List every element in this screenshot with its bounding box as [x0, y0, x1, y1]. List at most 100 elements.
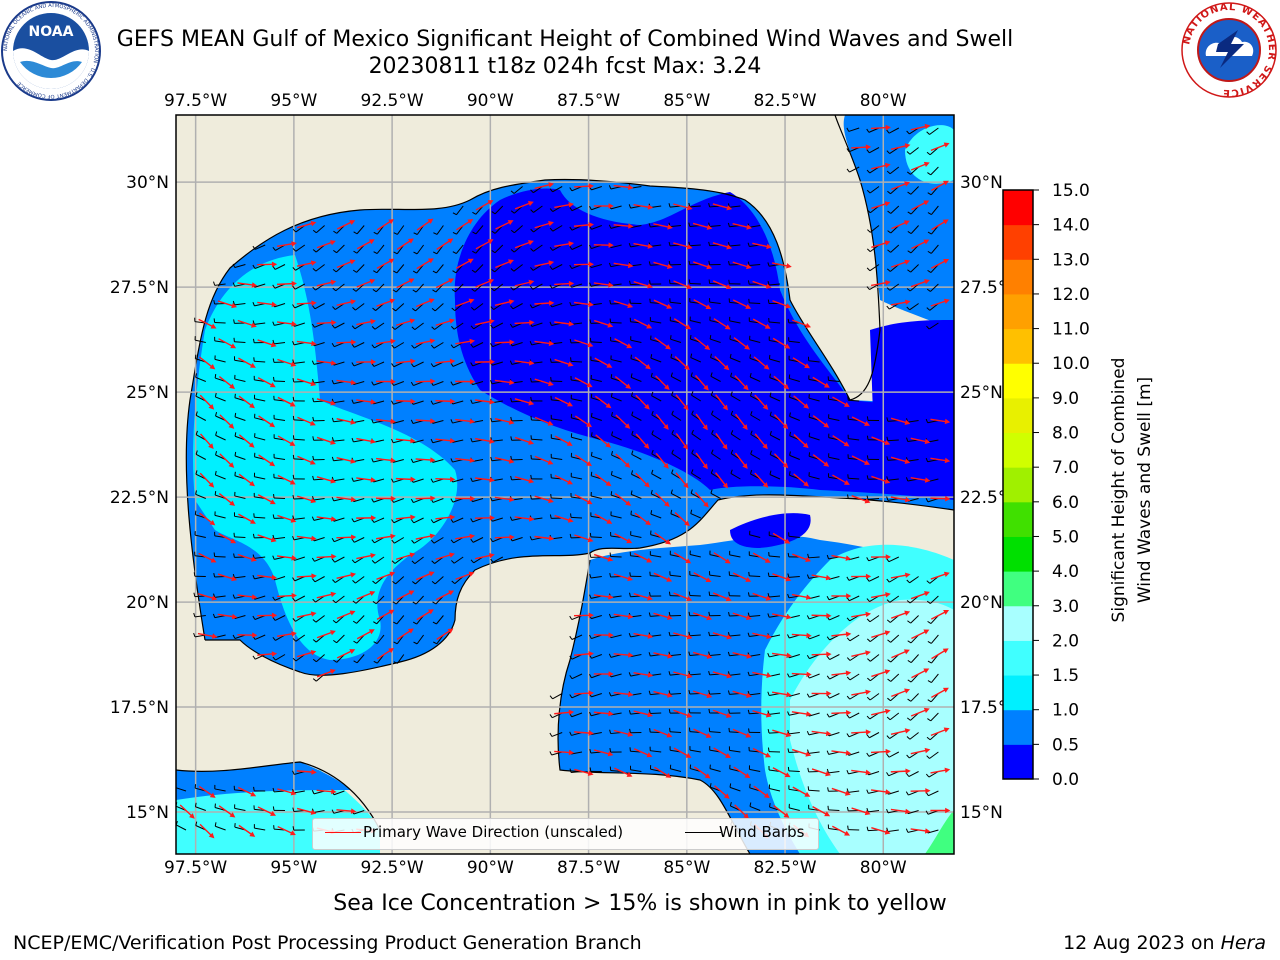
- wind-barb: [274, 342, 286, 345]
- wind-barb: [333, 517, 345, 522]
- lon-label: 82.5°W: [753, 858, 816, 878]
- wave-arrowhead: [208, 481, 215, 488]
- wind-barb-flag: [886, 772, 890, 777]
- wind-barb-flag: [312, 305, 316, 310]
- wind-barb: [214, 555, 226, 558]
- wave-arrow: [851, 146, 868, 149]
- wave-arrow: [218, 533, 233, 542]
- wave-arrow: [257, 574, 274, 579]
- wind-barb: [709, 225, 721, 228]
- wave-arrow: [732, 728, 749, 737]
- wave-arrow: [494, 456, 511, 463]
- wind-barb: [313, 498, 325, 501]
- wave-arrow: [613, 653, 630, 656]
- wind-barb-flag: [866, 557, 870, 562]
- colorbar-tick-label: 0.5: [1052, 735, 1079, 755]
- wave-arrowhead: [289, 479, 296, 485]
- wind-barb-flag: [867, 209, 871, 214]
- wave-arrowhead: [548, 340, 555, 347]
- wave-arrow: [276, 243, 294, 247]
- wave-arrow: [930, 728, 947, 737]
- wave-arrow: [199, 356, 213, 368]
- wind-barb: [234, 455, 246, 460]
- run-date: 12 Aug 2023 on: [1063, 932, 1221, 954]
- wind-barb-flag: [232, 594, 236, 599]
- wave-arrow: [831, 672, 848, 676]
- wave-arrowhead: [407, 628, 414, 634]
- wind-barb-flag: [846, 657, 851, 661]
- colorbar-tick-label: 1.5: [1052, 666, 1079, 686]
- wave-arrowhead: [311, 769, 317, 775]
- wind-barb: [472, 381, 484, 386]
- wave-arrowhead: [329, 669, 336, 675]
- wind-barb: [492, 517, 503, 522]
- wind-barb: [294, 283, 306, 290]
- wind-barb-flag: [352, 600, 357, 604]
- wind-barb-flag: [747, 671, 750, 676]
- wind-barb: [729, 554, 741, 558]
- wind-barb: [927, 439, 939, 443]
- wave-arrowhead: [310, 380, 317, 387]
- wind-barb: [869, 615, 880, 623]
- wind-barb-flag: [708, 708, 711, 714]
- wave-arrowhead: [290, 790, 297, 796]
- colorbar-tick-label: 9.0: [1052, 389, 1079, 409]
- wave-arrow: [277, 474, 293, 484]
- wind-barb-flag: [609, 729, 612, 734]
- wave-arrow: [773, 453, 787, 466]
- wind-barb-flag: [333, 230, 338, 234]
- wind-barb: [868, 810, 880, 813]
- wave-arrowhead: [845, 750, 852, 756]
- wave-arrowhead: [291, 321, 297, 327]
- wave-arrow: [456, 220, 471, 231]
- wind-barb-flag: [846, 617, 850, 622]
- wind-barb-flag: [412, 270, 417, 274]
- wave-arrowhead: [885, 789, 891, 795]
- wind-barb-flag: [730, 469, 733, 474]
- wind-barb: [353, 381, 365, 386]
- wind-barb-flag: [629, 280, 631, 285]
- wave-arrowhead: [924, 438, 931, 445]
- wave-arrow: [890, 770, 907, 773]
- wave-arrowhead: [587, 342, 594, 348]
- wind-barb-flag: [529, 285, 534, 290]
- wave-arrowhead: [682, 443, 689, 450]
- wind-barb: [274, 264, 286, 270]
- wave-arrowhead: [407, 238, 414, 244]
- wind-barb-flag: [529, 304, 533, 309]
- wind-barb-flag: [373, 251, 378, 255]
- colorbar-tick-label: 1.0: [1052, 701, 1079, 721]
- wind-barb-flag: [691, 449, 694, 454]
- wind-barb-flag: [926, 288, 931, 292]
- wave-arrow: [772, 729, 788, 736]
- wind-barb: [591, 693, 602, 698]
- wave-arrowhead: [427, 609, 434, 615]
- wave-arrowhead: [923, 707, 930, 713]
- wind-barb-flag: [690, 353, 693, 358]
- wind-barb-flag: [846, 806, 849, 811]
- wave-arrow: [851, 807, 868, 814]
- wind-barb: [374, 322, 385, 330]
- wind-barb-flag: [194, 354, 197, 359]
- wind-barb: [671, 414, 682, 421]
- wave-arrow: [595, 434, 609, 446]
- wind-barb: [887, 439, 899, 442]
- wind-barb: [789, 454, 800, 460]
- wind-barb-flag: [866, 435, 869, 440]
- wind-barb: [689, 749, 701, 753]
- wave-arrowhead: [547, 420, 554, 426]
- wave-arrow: [653, 261, 670, 268]
- wave-arrowhead: [722, 443, 728, 450]
- wave-arrowhead: [665, 344, 671, 350]
- wave-arrow: [732, 222, 749, 229]
- wave-arrowhead: [489, 515, 495, 521]
- wind-barb-flag: [331, 496, 335, 502]
- wind-barb: [889, 283, 900, 291]
- wind-barb-flag: [311, 516, 315, 521]
- wind-barb-flag: [608, 653, 612, 658]
- wave-arrowhead: [369, 590, 376, 597]
- wind-barb-flag: [608, 692, 612, 697]
- wave-arrowhead: [606, 362, 613, 368]
- wave-arrowhead: [885, 748, 891, 755]
- colorbar-bin: [1003, 744, 1033, 780]
